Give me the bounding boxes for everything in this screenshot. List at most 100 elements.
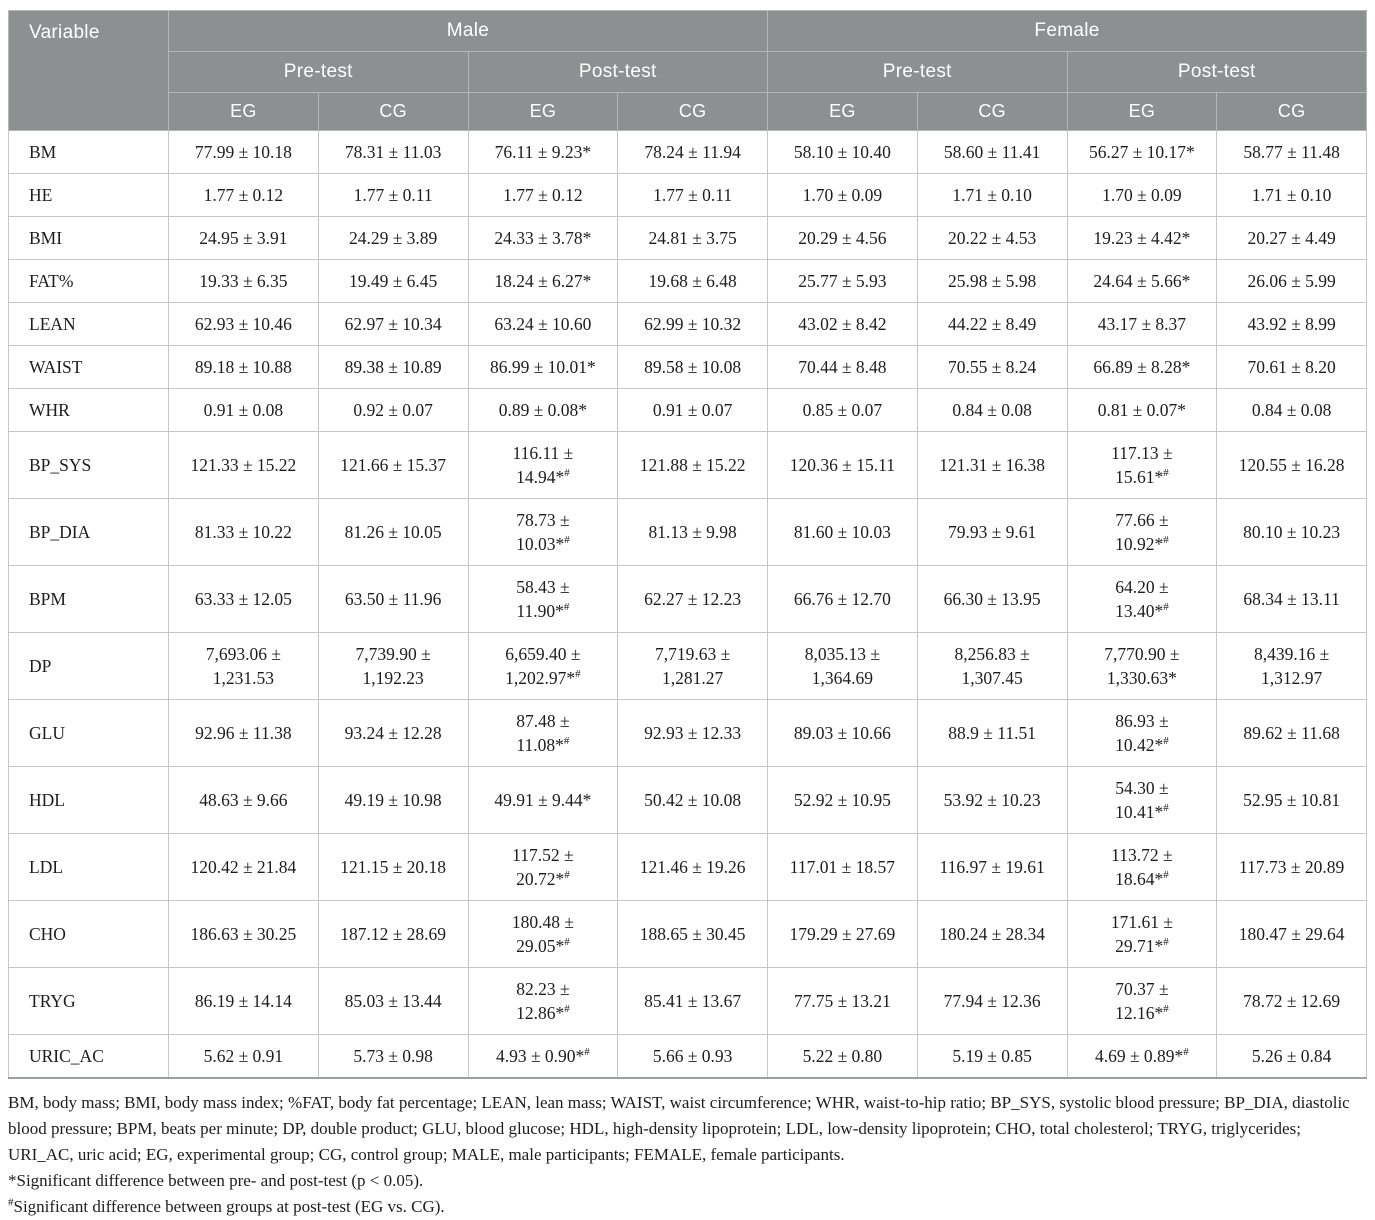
table-cell: 70.55 ± 8.24	[916, 345, 1068, 389]
table-cell: 5.26 ± 0.84	[1216, 1034, 1367, 1079]
table-cell: 120.36 ± 15.11	[767, 431, 918, 499]
table-cell: 117.73 ± 20.89	[1216, 833, 1367, 901]
table-cell: 76.11 ± 9.23*	[467, 130, 619, 174]
row-label: CHO	[8, 900, 169, 968]
table-cell: 24.33 ± 3.78*	[467, 216, 619, 260]
row-label: DP	[8, 632, 169, 700]
table-cell: 18.24 ± 6.27*	[467, 259, 619, 303]
table-cell: 78.24 ± 11.94	[617, 130, 768, 174]
table-cell: 5.73 ± 0.98	[317, 1034, 469, 1079]
row-label: GLU	[8, 699, 169, 767]
table-row-bpm: BPM 63.33 ± 12.05 63.50 ± 11.96 58.43 ± 11.…	[8, 565, 1367, 633]
table-cell: 1.71 ± 0.10	[1216, 173, 1367, 217]
table-cell: 8,439.16 ± 1,312.97	[1216, 632, 1367, 700]
table-cell: 7,719.63 ± 1,281.27	[617, 632, 768, 700]
table-cell: 58.60 ± 11.41	[916, 130, 1068, 174]
table-cell: 117.13 ± 15.61*#	[1066, 431, 1218, 499]
table-cell: 62.97 ± 10.34	[317, 302, 469, 346]
hash-marker: #	[1163, 869, 1169, 882]
table-cell: 4.69 ± 0.89*#	[1066, 1034, 1218, 1079]
hash-marker: #	[563, 601, 570, 614]
table-cell: 1.71 ± 0.10	[916, 173, 1068, 217]
table-cell: 43.17 ± 8.37	[1066, 302, 1218, 346]
table-cell: 78.31 ± 11.03	[317, 130, 469, 174]
table-cell: 0.84 ± 0.08	[916, 388, 1068, 432]
table-cell: 5.66 ± 0.93	[617, 1034, 768, 1079]
table-cell: 20.29 ± 4.56	[767, 216, 918, 260]
row-label: WAIST	[8, 345, 169, 389]
table-cell: 5.19 ± 0.85	[916, 1034, 1068, 1079]
table-row-he: HE 1.77 ± 0.12 1.77 ± 0.11 1.77 ± 0.12 1.77 …	[8, 173, 1367, 217]
table-footnotes: BM, body mass; BMI, body mass index; %FA…	[8, 1090, 1367, 1220]
table-row-uric-ac: URIC_AC 5.62 ± 0.91 5.73 ± 0.98 4.93 ± 0.90…	[8, 1034, 1367, 1079]
table-row-lean: LEAN 62.93 ± 10.46 62.97 ± 10.34 63.24 ± 10…	[8, 302, 1367, 346]
table-cell: 20.27 ± 4.49	[1216, 216, 1367, 260]
header-male-pre-test-eg: EG	[168, 92, 319, 131]
table-cell: 87.48 ± 11.08*#	[467, 699, 619, 767]
table-cell: 52.95 ± 10.81	[1216, 766, 1367, 834]
table-cell: 20.22 ± 4.53	[916, 216, 1068, 260]
table-cell: 62.99 ± 10.32	[617, 302, 768, 346]
table-cell: 44.22 ± 8.49	[916, 302, 1068, 346]
table-row-bm: BM 77.99 ± 10.18 78.31 ± 11.03 76.11 ± 9.23…	[8, 130, 1367, 174]
table-cell: 120.42 ± 21.84	[168, 833, 319, 901]
table-cell: 66.30 ± 13.95	[916, 565, 1068, 633]
table-cell: 88.9 ± 11.51	[916, 699, 1068, 767]
table-cell: 117.52 ± 20.72*#	[467, 833, 619, 901]
table-cell: 81.13 ± 9.98	[617, 498, 768, 566]
hash-marker: #	[584, 1046, 590, 1059]
table-cell: 1.77 ± 0.11	[317, 173, 469, 217]
header-variable: Variable	[8, 10, 169, 131]
table-cell: 0.89 ± 0.08*	[467, 388, 619, 432]
header-male-pre-test-cg: CG	[317, 92, 469, 131]
table-row-whr: WHR 0.91 ± 0.08 0.92 ± 0.07 0.89 ± 0.08* 0.9…	[8, 388, 1367, 432]
header-female-post-test-eg: EG	[1066, 92, 1218, 131]
row-label: FAT%	[8, 259, 169, 303]
table-row-glu: GLU 92.96 ± 11.38 93.24 ± 12.28 87.48 ± 11.…	[8, 699, 1367, 767]
table-cell: 64.20 ± 13.40*#	[1066, 565, 1218, 633]
table-cell: 121.46 ± 19.26	[617, 833, 768, 901]
row-label: BMI	[8, 216, 169, 260]
hash-marker: #	[1183, 1046, 1189, 1059]
header-female: Female	[767, 10, 1367, 52]
table-cell: 43.02 ± 8.42	[767, 302, 918, 346]
table-row-hdl: HDL 48.63 ± 9.66 49.19 ± 10.98 49.91 ± 9.44…	[8, 766, 1367, 834]
table-cell: 116.97 ± 19.61	[916, 833, 1068, 901]
table-cell: 86.93 ± 10.42*#	[1066, 699, 1218, 767]
table-cell: 89.18 ± 10.88	[168, 345, 319, 389]
table-cell: 24.29 ± 3.89	[317, 216, 469, 260]
table-cell: 8,035.13 ± 1,364.69	[767, 632, 918, 700]
table-cell: 7,693.06 ± 1,231.53	[168, 632, 319, 700]
table-cell: 54.30 ± 10.41*#	[1066, 766, 1218, 834]
table-cell: 188.65 ± 30.45	[617, 900, 768, 968]
table-cell: 24.81 ± 3.75	[617, 216, 768, 260]
table-row-fat: FAT% 19.33 ± 6.35 19.49 ± 6.45 18.24 ± 6.27…	[8, 259, 1367, 303]
header-female-post-test-cg: CG	[1216, 92, 1367, 131]
header-female-pre-test-eg: EG	[767, 92, 918, 131]
table-cell: 113.72 ± 18.64*#	[1066, 833, 1218, 901]
table-cell: 53.92 ± 10.23	[916, 766, 1068, 834]
table-cell: 120.55 ± 16.28	[1216, 431, 1367, 499]
header-female-pre-test-cg: CG	[916, 92, 1068, 131]
hash-marker: #	[564, 467, 570, 480]
table-cell: 77.75 ± 13.21	[767, 967, 918, 1035]
table-cell: 62.27 ± 12.23	[617, 565, 768, 633]
table-cell: 86.99 ± 10.01*	[467, 345, 619, 389]
table-cell: 0.91 ± 0.07	[617, 388, 768, 432]
table-cell: 180.24 ± 28.34	[916, 900, 1068, 968]
table-cell: 85.03 ± 13.44	[317, 967, 469, 1035]
table-cell: 121.31 ± 16.38	[916, 431, 1068, 499]
table-row-waist: WAIST 89.18 ± 10.88 89.38 ± 10.89 86.99 ± 1…	[8, 345, 1367, 389]
table-cell: 121.88 ± 15.22	[617, 431, 768, 499]
table-cell: 116.11 ± 14.94*#	[467, 431, 619, 499]
row-label: LEAN	[8, 302, 169, 346]
table-row-dp: DP 7,693.06 ± 1,231.53 7,739.90 ± 1,192.23…	[8, 632, 1367, 700]
table-cell: 62.93 ± 10.46	[168, 302, 319, 346]
table-cell: 121.15 ± 20.18	[317, 833, 469, 901]
table-cell: 19.49 ± 6.45	[317, 259, 469, 303]
table-cell: 26.06 ± 5.99	[1216, 259, 1367, 303]
hash-marker: #	[564, 936, 570, 949]
hash-marker: #	[1163, 467, 1169, 480]
hash-marker: #	[563, 735, 570, 748]
